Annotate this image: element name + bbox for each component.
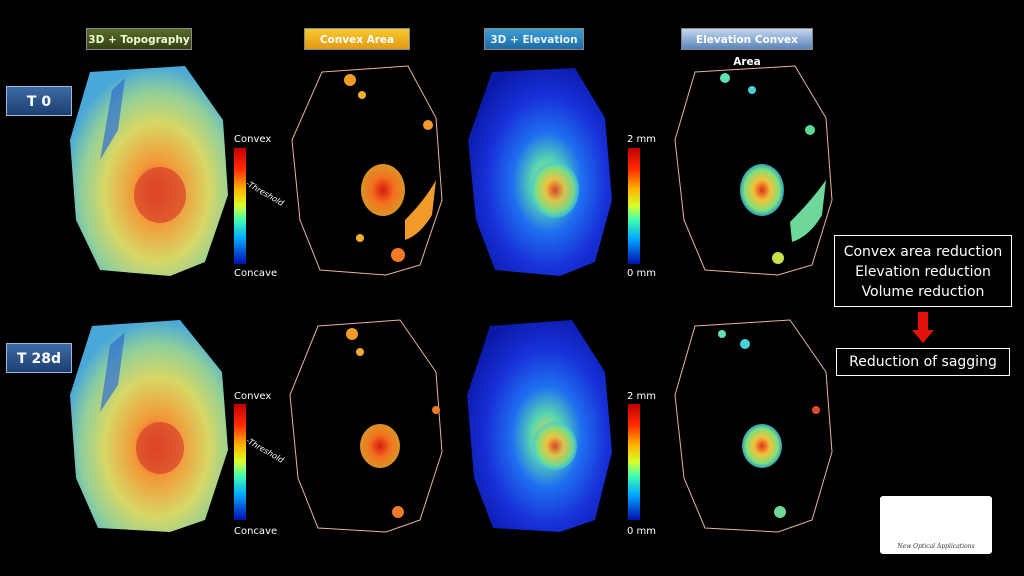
scale-label-concave-t28d: Concave	[234, 526, 278, 537]
header-elevation-convex-area: Elevation Convex Area	[681, 28, 813, 68]
elevation-max-label-t28d: 2 mm	[627, 391, 657, 402]
elevation-convex-area-map-t28d	[674, 319, 833, 533]
elevation-min-label-t0: 0 mm	[627, 268, 657, 279]
brand-logo: New Optical Applications	[880, 496, 992, 554]
scale-label-convex-t0: Convex	[234, 134, 272, 145]
topography-color-scale-t28d	[234, 404, 246, 520]
elevation-color-scale-t28d	[628, 404, 640, 520]
down-arrow-icon	[912, 312, 934, 343]
result-line-elevation: Elevation reduction	[855, 264, 991, 280]
header-convex-area: Convex Area	[304, 28, 410, 50]
elevation-map-t0	[468, 68, 612, 276]
results-box: Convex area reduction Elevation reductio…	[834, 235, 1012, 307]
elevation-min-label-t28d: 0 mm	[627, 526, 657, 537]
conclusion-box: Reduction of sagging	[836, 348, 1010, 376]
convex-area-map-t0	[291, 65, 443, 276]
elevation-max-label-t0: 2 mm	[627, 134, 657, 145]
row-label-t28d: T 28d	[6, 343, 72, 373]
row-label-t0: T 0	[6, 86, 72, 116]
elevation-convex-area-map-t0	[674, 65, 833, 276]
topography-map-t28d	[70, 320, 228, 532]
topography-color-scale-t0	[234, 148, 246, 264]
elevation-color-scale-t0	[628, 148, 640, 264]
result-line-volume: Volume reduction	[861, 284, 985, 300]
scale-label-convex-t28d: Convex	[234, 391, 272, 402]
topography-map-t0	[70, 66, 228, 276]
elevation-map-t28d	[467, 320, 612, 532]
header-3d-elevation: 3D + Elevation	[484, 28, 584, 50]
header-3d-topography: 3D + Topography	[86, 28, 192, 50]
convex-area-map-t28d	[289, 319, 443, 533]
result-line-convex-area: Convex area reduction	[843, 244, 1003, 260]
logo-caption: New Optical Applications	[897, 543, 975, 550]
scale-label-concave-t0: Concave	[234, 268, 278, 279]
